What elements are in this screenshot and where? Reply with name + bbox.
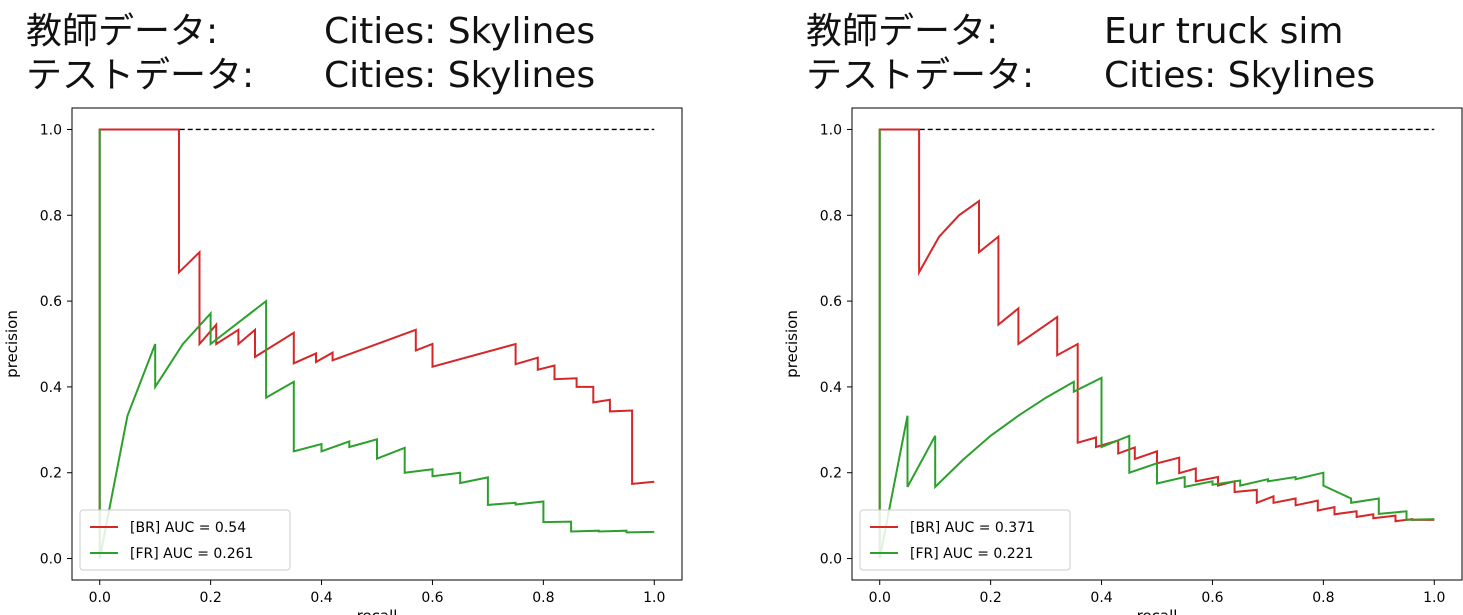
series-line-br	[98, 128, 655, 559]
y-tick-label: 0.6	[820, 294, 842, 310]
test-data-label: テストデータ:	[26, 55, 255, 96]
plot-area	[851, 107, 1463, 581]
y-tick-label: 0.8	[820, 208, 842, 224]
x-tick-label: 0.4	[1090, 590, 1112, 606]
pr-curve-chart-right: 0.0 0.2 0.4 0.6 0.8 1.0 0.0 0.2 0.4 0.6 0.8 1.0 reca…	[783, 107, 1463, 615]
panel-header-left: 教師データ: Cities: Skylines テストデータ: Cities: …	[26, 10, 626, 98]
x-tick-label: 1.0	[1423, 590, 1445, 606]
training-data-row: 教師データ: Eur truck sim	[806, 10, 1406, 54]
legend-box	[859, 509, 1071, 571]
x-tick-label: 0.0	[89, 590, 111, 606]
test-data-row: テストデータ: Cities: Skylines	[26, 54, 626, 98]
y-axis-label: precision	[3, 310, 21, 378]
training-data-label: 教師データ:	[26, 11, 219, 52]
series-line-fr	[878, 129, 1435, 559]
y-tick-label: 0.0	[820, 552, 842, 568]
pr-curve-chart-left: 0.0 0.2 0.4 0.6 0.8 1.0 0.0 0.2 0.4 0.6 0.8 1.0 reca…	[3, 107, 683, 615]
series-line-fr	[98, 129, 655, 559]
y-axis-label: precision	[783, 310, 801, 378]
legend-entry: [BR] AUC = 0.54	[130, 520, 246, 536]
y-tick-label: 0.4	[40, 380, 62, 396]
x-tick-label: 0.6	[421, 590, 443, 606]
y-tick-label: 0.8	[40, 208, 62, 224]
x-tick-label: 0.8	[1312, 590, 1334, 606]
y-tick-label: 0.2	[40, 466, 62, 482]
x-tick-label: 0.0	[869, 590, 891, 606]
x-tick-label: 0.6	[1201, 590, 1223, 606]
test-data-row: テストデータ: Cities: Skylines	[806, 54, 1406, 98]
legend-box	[79, 509, 291, 571]
x-tick-label: 0.8	[532, 590, 554, 606]
training-data-value: Cities: Skylines	[324, 11, 596, 52]
y-tick-label: 0.0	[40, 552, 62, 568]
x-axis-label: recall	[1137, 607, 1178, 615]
y-tick-label: 0.4	[820, 380, 842, 396]
training-data-label: 教師データ:	[806, 11, 999, 52]
y-tick-label: 1.0	[820, 122, 842, 138]
x-tick-label: 1.0	[643, 590, 665, 606]
legend: [BR] AUC = 0.371 [FR] AUC = 0.221	[859, 509, 1071, 571]
y-tick-label: 1.0	[40, 122, 62, 138]
x-axis-label: recall	[357, 607, 398, 615]
legend-entry: [FR] AUC = 0.261	[130, 546, 253, 562]
x-tick-label: 0.2	[200, 590, 222, 606]
y-tick-label: 0.6	[40, 294, 62, 310]
legend: [BR] AUC = 0.54 [FR] AUC = 0.261	[79, 509, 291, 571]
training-data-row: 教師データ: Cities: Skylines	[26, 10, 626, 54]
legend-entry: [BR] AUC = 0.371	[910, 520, 1035, 536]
test-data-value: Cities: Skylines	[324, 55, 596, 96]
test-data-value: Cities: Skylines	[1104, 55, 1376, 96]
test-data-label: テストデータ:	[806, 55, 1035, 96]
legend-entry: [FR] AUC = 0.221	[910, 546, 1033, 562]
series-line-br	[878, 128, 1435, 559]
x-tick-label: 0.4	[310, 590, 332, 606]
panel-header-right: 教師データ: Eur truck sim テストデータ: Cities: Sky…	[806, 10, 1406, 98]
y-tick-label: 0.2	[820, 466, 842, 482]
training-data-value: Eur truck sim	[1104, 11, 1344, 52]
x-tick-label: 0.2	[980, 590, 1002, 606]
